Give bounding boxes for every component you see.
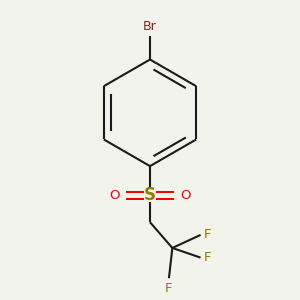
Text: Br: Br: [143, 20, 157, 33]
Text: F: F: [204, 228, 212, 242]
Text: F: F: [204, 251, 212, 264]
Text: F: F: [165, 282, 173, 296]
Text: O: O: [109, 189, 119, 202]
Text: S: S: [144, 186, 156, 204]
Text: O: O: [181, 189, 191, 202]
